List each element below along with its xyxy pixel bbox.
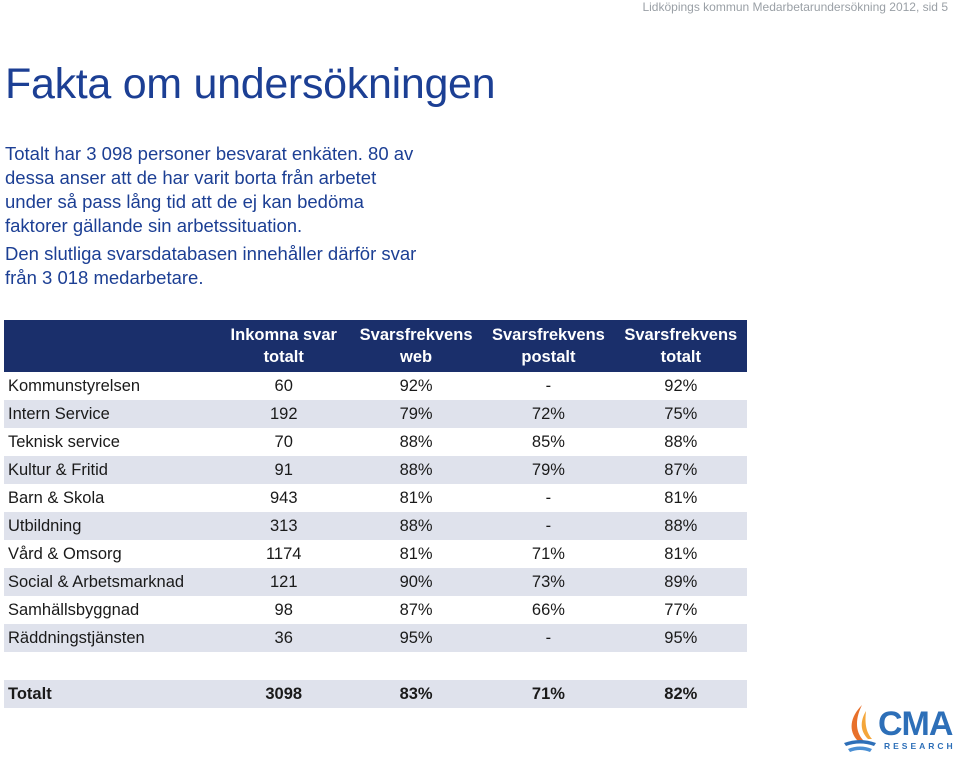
cell-post: 66% <box>531 600 565 619</box>
cell-name: Utbildning <box>4 512 218 540</box>
cell-post: 72% <box>482 400 615 428</box>
cell-overall: 95% <box>614 624 747 652</box>
cell-overall: 92% <box>664 376 698 395</box>
cell-overall: 81% <box>664 488 698 507</box>
cell-overall: 75% <box>614 400 747 428</box>
table-row: Intern Service 192 79% 72% 75% <box>4 400 747 428</box>
cell-post: 71% <box>482 680 615 708</box>
cell-overall: 88% <box>614 512 747 540</box>
sail-icon <box>844 705 876 752</box>
cell-overall: 89% <box>614 568 747 596</box>
table-row: Kultur & Fritid 91 88% 79% 87% <box>4 456 747 484</box>
cell-post: - <box>482 512 615 540</box>
cell-overall: 77% <box>664 600 698 619</box>
cma-research-logo: CMA RESEARCH <box>840 703 958 755</box>
table-row: Teknisk service 70 88% 85% 88% <box>4 428 747 456</box>
cell-name: Samhällsbyggnad <box>8 600 140 619</box>
cell-web: 88% <box>349 456 483 484</box>
table-row: Vård & Omsorg 1174 81% 71% 81% <box>4 540 747 568</box>
cell-web: 88% <box>399 432 433 451</box>
cell-name: Social & Arbetsmarknad <box>4 568 218 596</box>
cell-name: Kommunstyrelsen <box>8 376 141 395</box>
cell-post: - <box>545 376 552 395</box>
cell-post: - <box>545 488 552 507</box>
page-title: Fakta om undersökningen <box>5 60 496 108</box>
cell-post: 71% <box>531 544 565 563</box>
cell-overall: 81% <box>664 544 698 563</box>
logo-text: CMA <box>878 705 953 743</box>
header-cell-name <box>4 320 218 372</box>
cell-web: 81% <box>399 488 433 507</box>
cell-post: - <box>482 624 615 652</box>
table-row: Utbildning 313 88% - 88% <box>4 512 747 540</box>
cell-web: 81% <box>399 544 433 563</box>
cell-total: 313 <box>217 512 350 540</box>
logo-subtext: RESEARCH <box>884 741 956 751</box>
cell-total: 70 <box>274 432 293 451</box>
table-row: Social & Arbetsmarknad 121 90% 73% 89% <box>4 568 747 596</box>
intro-paragraph-1: Totalt har 3 098 personer besvarat enkät… <box>5 143 414 236</box>
cell-post: 79% <box>482 456 615 484</box>
cell-name: Intern Service <box>4 400 218 428</box>
intro-text: Totalt har 3 098 personer besvarat enkät… <box>5 142 425 294</box>
page-header: Lidköpings kommun Medarbetarundersökning… <box>642 0 948 14</box>
intro-paragraph-2: Den slutliga svarsdatabasen innehåller d… <box>5 243 417 288</box>
cell-total: 3098 <box>217 680 350 708</box>
cell-post: 85% <box>531 432 565 451</box>
cell-total: 36 <box>217 624 350 652</box>
table-row: Samhällsbyggnad 98 87% 66% 77% <box>4 596 747 624</box>
cell-web: 79% <box>349 400 483 428</box>
table-header-row: Inkomna svar totalt Svarsfrekvens web Sv… <box>4 320 747 372</box>
cell-total: 98 <box>274 600 293 619</box>
table-spacer-row <box>4 652 747 680</box>
header-cell-rate-web: Svarsfrekvens web <box>349 320 483 372</box>
cell-web: 87% <box>399 600 433 619</box>
cell-overall: 87% <box>614 456 747 484</box>
cell-total: 1174 <box>265 544 302 563</box>
cell-web: 88% <box>349 512 483 540</box>
table-row: Kommunstyrelsen 60 92% - 92% <box>4 372 747 400</box>
cell-web: 90% <box>349 568 483 596</box>
cell-name: Totalt <box>4 680 218 708</box>
cell-total: 192 <box>217 400 350 428</box>
cell-overall: 82% <box>614 680 747 708</box>
cell-post: 73% <box>482 568 615 596</box>
header-cell-rate-postal: Svarsfrekvens postalt <box>482 320 615 372</box>
cell-web: 83% <box>349 680 483 708</box>
table-total-row: Totalt 3098 83% 71% 82% <box>4 680 747 708</box>
cell-web: 92% <box>399 376 433 395</box>
cell-web: 95% <box>349 624 483 652</box>
cell-name: Räddningstjänsten <box>4 624 218 652</box>
cell-name: Barn & Skola <box>8 488 105 507</box>
header-cell-rate-total: Svarsfrekvens totalt <box>614 320 747 372</box>
cell-name: Teknisk service <box>8 432 120 451</box>
cell-total: 91 <box>217 456 350 484</box>
cell-name: Kultur & Fritid <box>4 456 218 484</box>
table-row: Barn & Skola 943 81% - 81% <box>4 484 747 512</box>
cell-overall: 88% <box>664 432 698 451</box>
table-row: Räddningstjänsten 36 95% - 95% <box>4 624 747 652</box>
cell-total: 60 <box>274 376 293 395</box>
cell-total: 943 <box>269 488 298 507</box>
cell-total: 121 <box>217 568 350 596</box>
header-cell-total-responses: Inkomna svar totalt <box>217 320 350 372</box>
response-rate-table: Inkomna svar totalt Svarsfrekvens web Sv… <box>4 320 747 708</box>
cell-name: Vård & Omsorg <box>8 544 122 563</box>
